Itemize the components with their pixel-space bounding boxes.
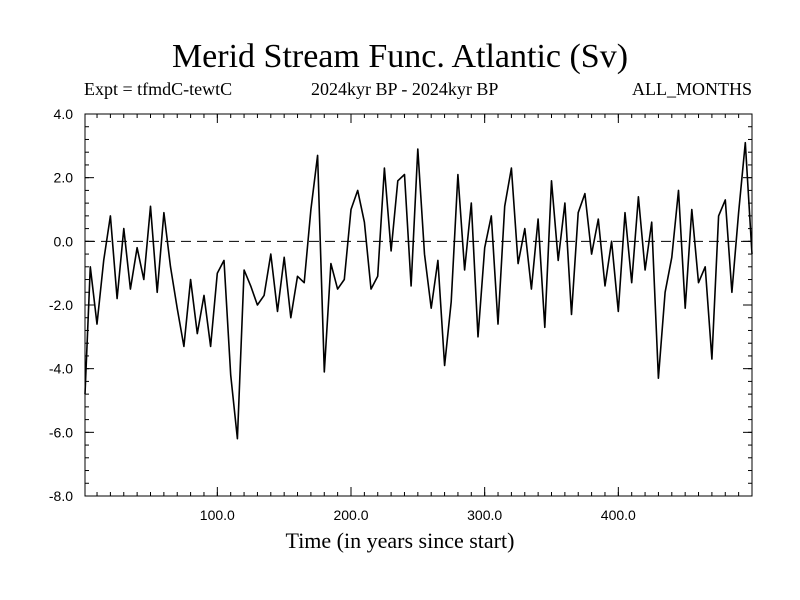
plot-frame: [84, 113, 753, 497]
y-tick-label: -8.0: [49, 488, 73, 504]
tick-labels: 100.0 200.0 300.0 400.0 4.0 2.0 0.0 -2.0 -4.0 -6.…: [49, 106, 636, 523]
major-ticks: [85, 113, 752, 497]
x-tick-label: 100.0: [200, 507, 235, 523]
x-tick-label: 300.0: [467, 507, 502, 523]
y-tick-label: 0.0: [54, 233, 74, 249]
y-tick-label: -2.0: [49, 297, 73, 313]
y-tick-label: 2.0: [54, 170, 74, 186]
series-line: [84, 141, 753, 440]
x-tick-label: 400.0: [601, 507, 636, 523]
season-label: ALL_MONTHS: [632, 79, 752, 99]
x-axis-label: Time (in years since start): [285, 528, 515, 553]
period-label: 2024kyr BP - 2024kyr BP: [311, 79, 499, 99]
y-tick-label: 4.0: [54, 106, 74, 122]
experiment-label: Expt = tfmdC-tewtC: [84, 79, 233, 99]
chart-title: Merid Stream Func. Atlantic (Sv): [171, 38, 629, 75]
y-tick-label: -6.0: [49, 424, 73, 440]
x-tick-label: 200.0: [333, 507, 368, 523]
y-tick-label: -4.0: [49, 361, 73, 377]
